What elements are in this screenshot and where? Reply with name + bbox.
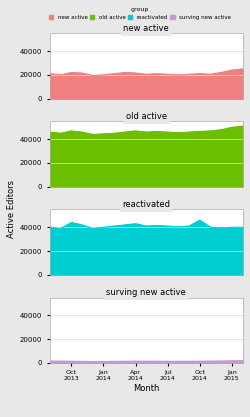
Title: old active: old active	[126, 112, 167, 121]
Text: Active Editors: Active Editors	[8, 179, 16, 238]
X-axis label: Month: Month	[133, 384, 160, 393]
Legend: new active, old active, reactivated, surving new active: new active, old active, reactivated, sur…	[46, 5, 234, 22]
Title: surving new active: surving new active	[106, 289, 186, 297]
Title: reactivated: reactivated	[122, 201, 170, 209]
Title: new active: new active	[124, 24, 169, 33]
